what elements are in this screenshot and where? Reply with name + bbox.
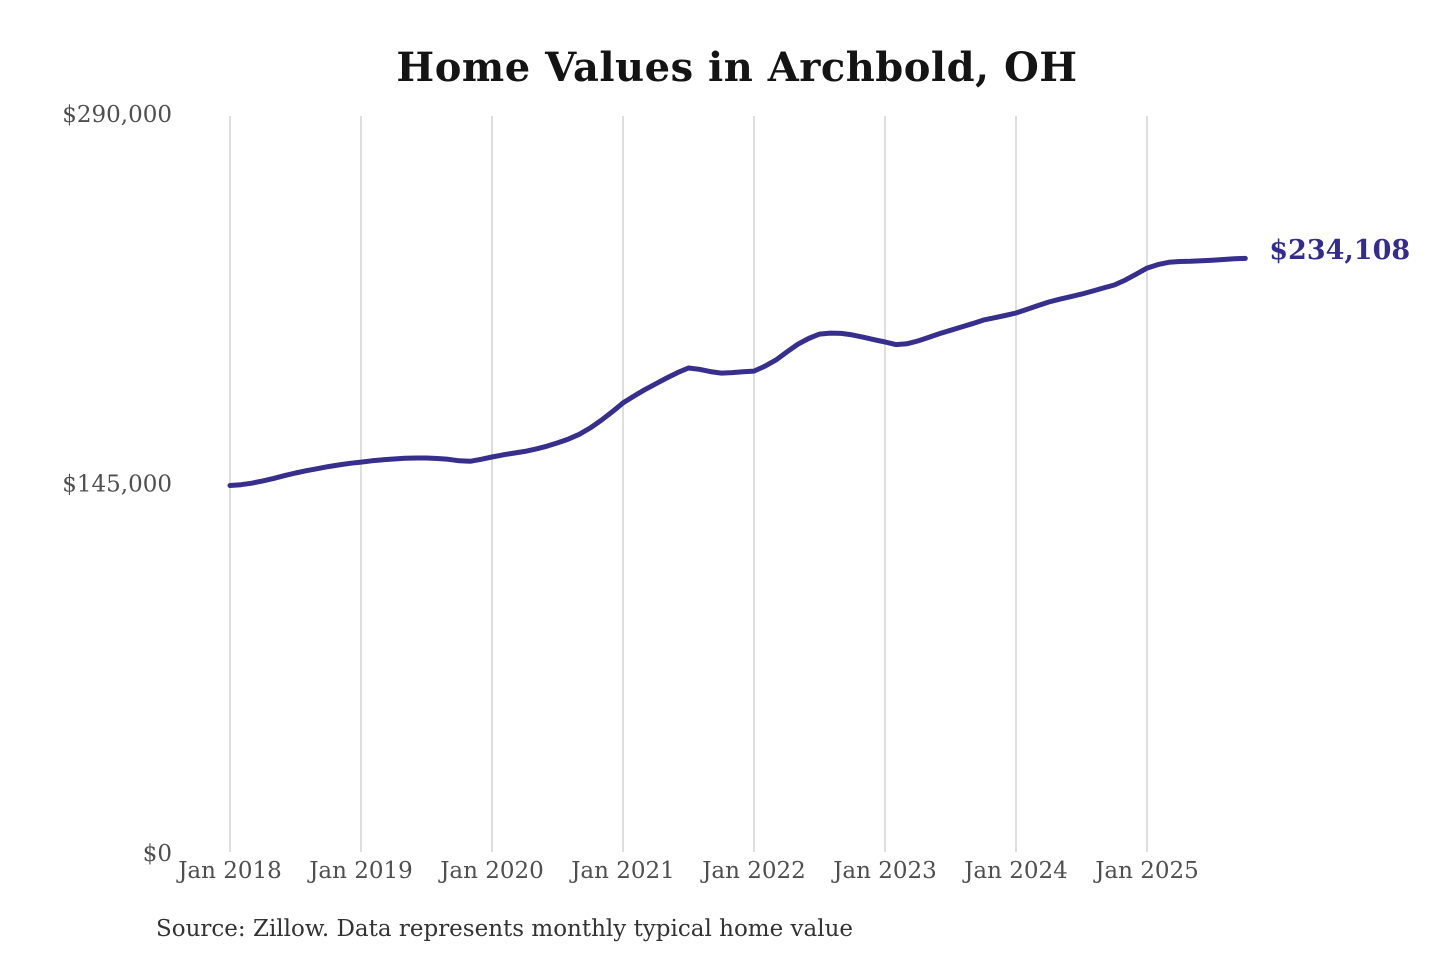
chart-title: Home Values in Archbold, OH bbox=[396, 44, 1078, 91]
x-tick-label-jan-2022: Jan 2022 bbox=[700, 858, 806, 884]
y-tick-label-0: $0 bbox=[143, 841, 172, 867]
x-tick-label-jan-2019: Jan 2019 bbox=[307, 858, 413, 884]
y-tick-label-145000: $145,000 bbox=[62, 472, 172, 498]
x-tick-label-jan-2025: Jan 2025 bbox=[1093, 858, 1199, 884]
source-note: Source: Zillow. Data represents monthly … bbox=[156, 916, 854, 942]
end-value-label: $234,108 bbox=[1269, 235, 1410, 266]
x-tick-label-jan-2020: Jan 2020 bbox=[438, 858, 544, 884]
x-tick-label-jan-2021: Jan 2021 bbox=[569, 858, 675, 884]
x-tick-label-jan-2023: Jan 2023 bbox=[831, 858, 937, 884]
x-tick-label-jan-2024: Jan 2024 bbox=[962, 858, 1068, 884]
y-tick-label-290000: $290,000 bbox=[62, 102, 172, 128]
x-tick-label-jan-2018: Jan 2018 bbox=[176, 858, 282, 884]
home-value-line bbox=[227, 255, 1248, 488]
